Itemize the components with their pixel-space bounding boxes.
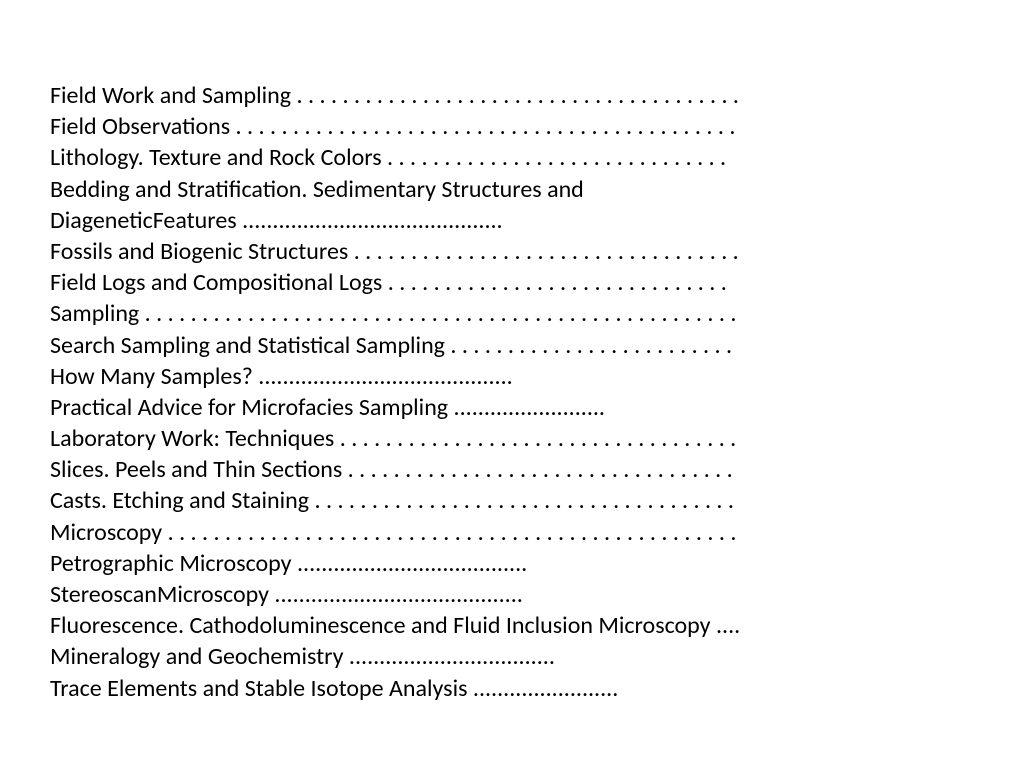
- toc-entry: Fossils and Biogenic Structures . . . . …: [50, 236, 974, 267]
- toc-entry: Field Logs and Compositional Logs . . . …: [50, 267, 974, 298]
- toc-entry: Practical Advice for Microfacies Samplin…: [50, 392, 974, 423]
- toc-entry: Petrographic Microscopy ................…: [50, 548, 974, 579]
- table-of-contents: Field Work and Sampling . . . . . . . . …: [50, 80, 974, 704]
- toc-entry: How Many Samples? ......................…: [50, 361, 974, 392]
- toc-entry: Trace Elements and Stable Isotope Analys…: [50, 673, 974, 704]
- toc-entry: Bedding and Stratification. Sedimentary …: [50, 174, 974, 205]
- toc-entry: DiageneticFeatures .....................…: [50, 205, 974, 236]
- toc-entry: Casts. Etching and Staining . . . . . . …: [50, 485, 974, 516]
- toc-entry: Microscopy . . . . . . . . . . . . . . .…: [50, 517, 974, 548]
- toc-entry: Field Observations . . . . . . . . . . .…: [50, 111, 974, 142]
- toc-entry: Mineralogy and Geochemistry ............…: [50, 641, 974, 672]
- toc-entry: Search Sampling and Statistical Sampling…: [50, 330, 974, 361]
- toc-entry: Laboratory Work: Techniques . . . . . . …: [50, 423, 974, 454]
- toc-entry: Slices. Peels and Thin Sections . . . . …: [50, 454, 974, 485]
- toc-entry: StereoscanMicroscopy ...................…: [50, 579, 974, 610]
- toc-entry: Fluorescence. Cathodoluminescence and Fl…: [50, 610, 974, 641]
- toc-entry: Sampling . . . . . . . . . . . . . . . .…: [50, 298, 974, 329]
- toc-entry: Lithology. Texture and Rock Colors . . .…: [50, 142, 974, 173]
- toc-entry: Field Work and Sampling . . . . . . . . …: [50, 80, 974, 111]
